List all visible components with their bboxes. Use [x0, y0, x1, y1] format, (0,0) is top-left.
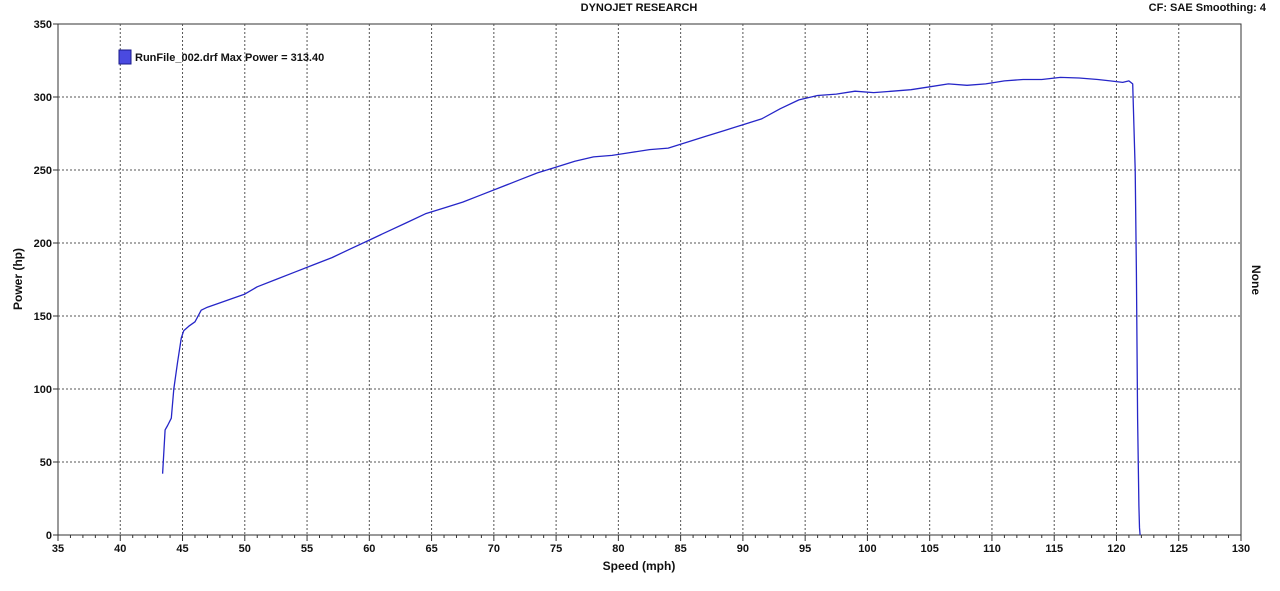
correction-factor-label: CF: SAE Smoothing: 4	[1149, 2, 1267, 14]
x-tick-label: 35	[52, 543, 64, 555]
y-axis-title: Power (hp)	[11, 248, 25, 310]
legend-entry: RunFile_002.drf Max Power = 313.40	[135, 52, 324, 64]
x-tick-label: 110	[983, 543, 1001, 555]
x-tick-labels: 35 40 45 50 55 60 65 70 75 80 85 90 95 100 105 110 115 12…	[52, 535, 1250, 555]
x-tick-label: 70	[488, 543, 500, 555]
x-tick-label: 100	[858, 543, 876, 555]
x-tick-label: 65	[425, 543, 437, 555]
y-tick-label: 150	[34, 311, 52, 323]
grid-lines	[57, 23, 1242, 536]
legend: RunFile_002.drf Max Power = 313.40	[118, 49, 324, 65]
y-tick-label: 0	[46, 530, 52, 542]
y-tick-label: 50	[40, 457, 52, 469]
x-tick-label: 50	[239, 543, 251, 555]
y-tick-label: 100	[34, 384, 52, 396]
right-axis-title: None	[1249, 265, 1263, 295]
y-tick-label: 350	[34, 19, 52, 31]
x-tick-label: 75	[550, 543, 562, 555]
chart-title: DYNOJET RESEARCH	[581, 2, 698, 14]
x-tick-label: 60	[363, 543, 375, 555]
x-tick-label: 45	[176, 543, 188, 555]
x-tick-label: 115	[1045, 543, 1063, 555]
y-tick-label: 250	[34, 165, 52, 177]
x-tick-label: 130	[1232, 543, 1250, 555]
x-tick-label: 105	[921, 543, 939, 555]
series-lines	[161, 76, 1141, 536]
x-tick-label: 40	[114, 543, 126, 555]
y-tick-label: 300	[34, 92, 52, 104]
x-tick-label: 125	[1170, 543, 1188, 555]
x-tick-label: 120	[1107, 543, 1125, 555]
legend-swatch	[118, 49, 132, 65]
y-tick-labels: 0 50 100 150 200 250 300 350	[34, 19, 58, 542]
x-tick-label: 90	[737, 543, 749, 555]
x-tick-label: 55	[301, 543, 313, 555]
x-tick-label: 95	[799, 543, 811, 555]
x-tick-label: 85	[675, 543, 687, 555]
x-axis-title: Speed (mph)	[603, 559, 676, 573]
series-line	[161, 76, 1141, 536]
x-tick-label: 80	[612, 543, 624, 555]
y-tick-label: 200	[34, 238, 52, 250]
plot-frame	[57, 23, 1242, 536]
